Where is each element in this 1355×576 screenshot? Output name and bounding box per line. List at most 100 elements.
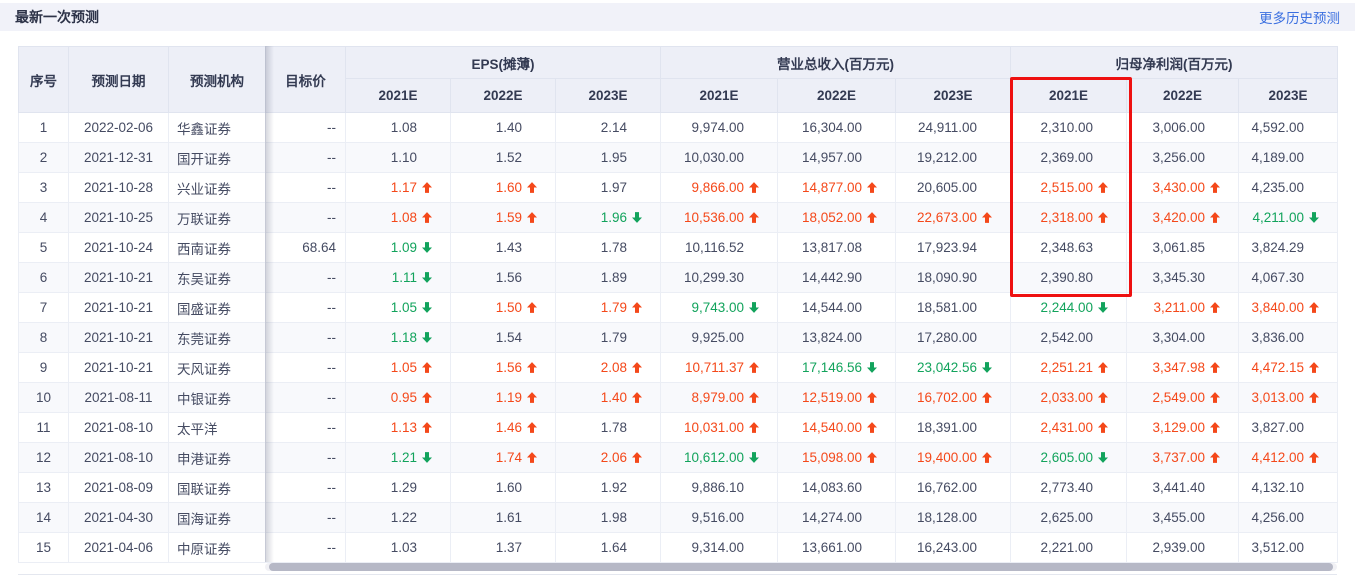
arrow-up-icon	[1210, 362, 1221, 374]
cell-seq: 11	[18, 412, 69, 443]
col-header-date: 预测日期	[68, 46, 169, 113]
cell-value: 10,030.00	[660, 142, 779, 173]
cell-value: 1.78	[554, 412, 662, 443]
cell-value: 4,067.30	[1238, 262, 1339, 293]
cell-value: 1.64	[554, 532, 662, 563]
arrow-up-icon	[1210, 212, 1221, 224]
cell-date: 2021-08-09	[68, 472, 169, 503]
year-header-revenue-2022e: 2022E	[777, 78, 897, 113]
cell-date: 2021-10-28	[68, 172, 169, 203]
cell-value: 3,840.00	[1238, 292, 1339, 323]
arrow-up-icon	[982, 212, 993, 224]
cell-value: 1.79	[554, 292, 662, 323]
cell-value: 2,369.00	[1010, 142, 1128, 173]
table-row: 11 2021-08-10 太平洋 -- 1.13 1.46 1.78 10,031.00 14…	[18, 412, 1339, 443]
arrow-up-icon	[422, 212, 432, 224]
cell-seq: 6	[18, 262, 69, 293]
col-header-org: 预测机构	[168, 46, 266, 113]
group-header-eps: EPS(摊薄)	[344, 46, 662, 79]
arrow-up-icon	[1210, 392, 1221, 404]
cell-target: --	[265, 172, 346, 203]
arrow-up-icon	[422, 392, 432, 404]
more-history-link[interactable]: 更多历史预测	[1259, 11, 1340, 26]
cell-target: --	[265, 412, 346, 443]
arrow-up-icon	[1210, 302, 1221, 314]
cell-value: 1.40	[554, 382, 662, 413]
cell-value: 16,304.00	[777, 112, 897, 143]
cell-target: --	[265, 502, 346, 533]
year-header-revenue-2021e: 2021E	[660, 78, 779, 113]
cell-value: 1.46	[450, 412, 556, 443]
cell-value: 3,737.00	[1126, 442, 1240, 473]
cell-org: 兴业证券	[168, 172, 266, 203]
col-header-seq: 序号	[18, 46, 69, 113]
cell-value: 14,274.00	[777, 502, 897, 533]
arrow-down-icon	[749, 302, 760, 314]
arrow-up-icon	[867, 182, 878, 194]
year-header-profit-2022e: 2022E	[1126, 78, 1240, 113]
cell-date: 2021-08-10	[68, 412, 169, 443]
horizontal-scrollbar-thumb[interactable]	[269, 563, 1333, 571]
cell-value: 2,033.00	[1010, 382, 1128, 413]
arrow-down-icon	[422, 302, 432, 314]
cell-value: 1.92	[554, 472, 662, 503]
cell-target: --	[265, 382, 346, 413]
cell-value: 1.05	[345, 352, 451, 383]
cell-date: 2021-10-21	[68, 262, 169, 293]
col-header-target: 目标价	[265, 46, 346, 113]
cell-seq: 7	[18, 292, 69, 323]
cell-date: 2021-08-11	[68, 382, 169, 413]
arrow-up-icon	[632, 302, 643, 314]
cell-value: 17,923.94	[895, 232, 1012, 263]
cell-value: 3,256.00	[1126, 142, 1240, 173]
cell-date: 2021-12-31	[68, 142, 169, 173]
section-title: 最新一次预测	[15, 9, 99, 25]
cell-seq: 15	[18, 532, 69, 563]
arrow-down-icon	[1098, 302, 1109, 314]
cell-value: 1.98	[554, 502, 662, 533]
cell-value: 8,979.00	[660, 382, 779, 413]
arrow-up-icon	[1098, 182, 1109, 194]
arrow-up-icon	[1098, 362, 1109, 374]
cell-target: --	[265, 292, 346, 323]
cell-org: 西南证券	[168, 232, 266, 263]
group-header-revenue: 营业总收入(百万元)	[660, 46, 1012, 79]
arrow-up-icon	[527, 362, 537, 374]
panel-bottom-divider	[18, 574, 1337, 575]
cell-seq: 9	[18, 352, 69, 383]
year-header-profit-2023e: 2023E	[1238, 78, 1339, 113]
cell-value: 1.10	[345, 142, 451, 173]
arrow-up-icon	[422, 422, 432, 434]
cell-seq: 5	[18, 232, 69, 263]
table-row: 9 2021-10-21 天风证券 -- 1.05 1.56 2.08 10,711.37 17…	[18, 352, 1339, 383]
year-header-revenue-2023e: 2023E	[895, 78, 1012, 113]
year-header-eps-2023e: 2023E	[554, 78, 662, 113]
cell-value: 12,519.00	[777, 382, 897, 413]
cell-value: 13,661.00	[777, 532, 897, 563]
cell-org: 中原证券	[168, 532, 266, 563]
arrow-up-icon	[1309, 302, 1320, 314]
arrow-up-icon	[1210, 422, 1221, 434]
cell-value: 4,189.00	[1238, 142, 1339, 173]
table-row: 3 2021-10-28 兴业证券 -- 1.17 1.60 1.97 9,866.00 14,…	[18, 172, 1339, 203]
cell-value: 1.40	[450, 112, 556, 143]
cell-value: 1.03	[345, 532, 451, 563]
arrow-down-icon	[867, 362, 878, 374]
cell-value: 3,420.00	[1126, 202, 1240, 233]
table-row: 1 2022-02-06 华鑫证券 -- 1.08 1.40 2.14 9,974.00 16,…	[18, 112, 1339, 143]
arrow-up-icon	[1309, 392, 1320, 404]
cell-org: 天风证券	[168, 352, 266, 383]
cell-value: 1.21	[345, 442, 451, 473]
cell-value: 14,083.60	[777, 472, 897, 503]
cell-seq: 14	[18, 502, 69, 533]
table-row: 4 2021-10-25 万联证券 -- 1.08 1.59 1.96 10,536.00 18…	[18, 202, 1339, 233]
cell-value: 18,052.00	[777, 202, 897, 233]
forecast-table-container: 序号 预测日期 预测机构 目标价 EPS(摊薄) 营业总收入(百万元) 归母净利…	[18, 46, 1339, 563]
cell-value: 16,243.00	[895, 532, 1012, 563]
cell-value: 3,304.00	[1126, 322, 1240, 353]
cell-value: 1.37	[450, 532, 556, 563]
arrow-up-icon	[527, 452, 537, 464]
arrow-up-icon	[1210, 182, 1221, 194]
cell-value: 1.74	[450, 442, 556, 473]
arrow-down-icon	[422, 332, 432, 344]
